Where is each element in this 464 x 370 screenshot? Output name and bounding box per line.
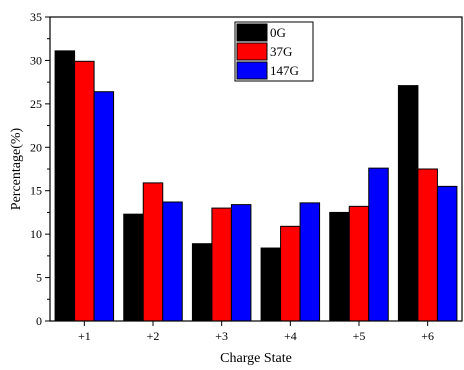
bar-0G-+4 <box>260 247 282 322</box>
y-tick-label: 5 <box>36 271 42 285</box>
x-tick-label: +6 <box>421 329 434 343</box>
bar-0G-+2 <box>123 213 144 322</box>
bars-group <box>54 50 458 322</box>
bar-0G-+1 <box>54 50 76 322</box>
bar-37G-+4 <box>280 225 301 322</box>
x-tick-label: +1 <box>78 329 91 343</box>
legend-label-0G: 0G <box>270 25 286 40</box>
legend-swatch-37G <box>236 42 268 61</box>
bar-147G-+5 <box>368 167 389 322</box>
x-axis-title: Charge State <box>220 351 292 366</box>
legend-label-147G: 147G <box>270 63 299 78</box>
x-tick-label: +3 <box>215 329 228 343</box>
bar-37G-+3 <box>211 207 232 322</box>
y-tick-label: 30 <box>30 53 42 67</box>
legend-swatch-147G <box>236 61 268 80</box>
x-tick-label: +2 <box>147 329 160 343</box>
x-tick-label: +4 <box>284 329 297 343</box>
y-tick-label: 10 <box>30 227 42 241</box>
bar-147G-+4 <box>299 202 321 322</box>
bar-147G-+3 <box>230 204 252 322</box>
y-axis-title: Percentage(%) <box>9 127 24 210</box>
y-tick-label: 20 <box>30 140 42 154</box>
legend: 0G 37G 147G <box>234 21 314 82</box>
bar-147G-+1 <box>93 91 115 322</box>
y-tick-label: 25 <box>30 97 42 111</box>
bar-37G-+5 <box>348 205 370 322</box>
bar-37G-+1 <box>74 60 95 322</box>
y-tick-label: 15 <box>30 184 42 198</box>
axes-group: 0 5 10 15 20 25 30 35 +1 +2 +3 +4 +5 +6 <box>30 10 463 343</box>
bar-0G-+3 <box>191 243 213 322</box>
bar-37G-+6 <box>417 168 438 322</box>
y-tick-label: 0 <box>36 314 42 328</box>
legend-swatch-0G <box>236 23 268 42</box>
x-tick-label: +5 <box>353 329 366 343</box>
bar-147G-+2 <box>162 201 183 322</box>
bar-0G-+6 <box>397 85 419 322</box>
bar-147G-+6 <box>436 185 458 322</box>
y-tick-label: 35 <box>30 10 42 24</box>
bar-0G-+5 <box>329 211 350 322</box>
bar-37G-+2 <box>142 182 164 322</box>
legend-label-37G: 37G <box>270 44 292 59</box>
